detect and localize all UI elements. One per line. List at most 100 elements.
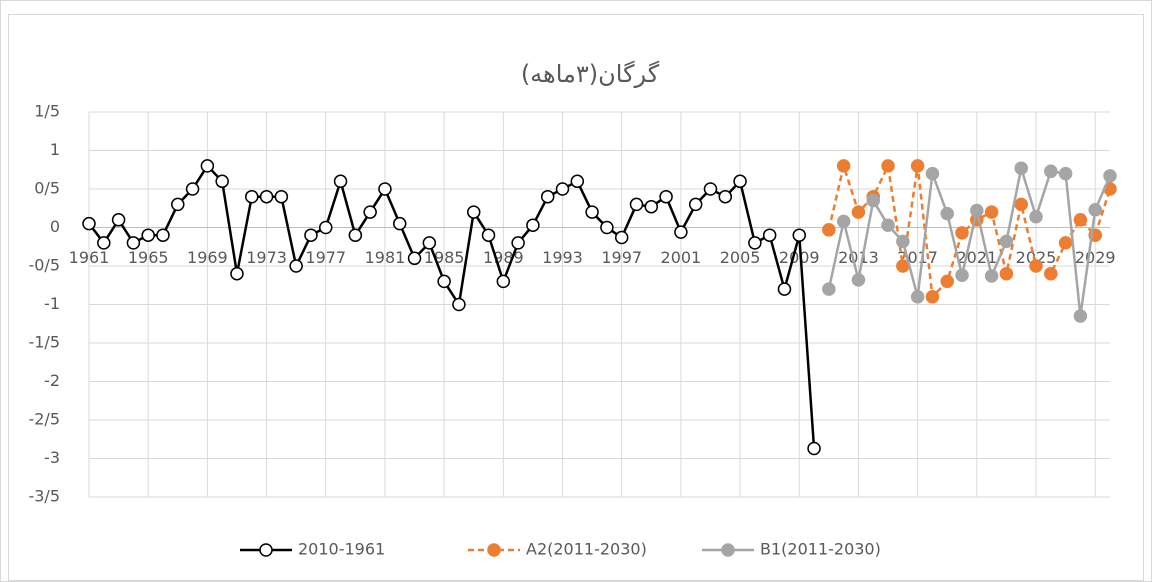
point [896, 234, 910, 249]
legend-marker [721, 543, 735, 557]
x-tick-label: 2009 [779, 248, 820, 267]
point [807, 441, 821, 456]
point [141, 228, 155, 242]
point [570, 174, 585, 189]
point [955, 226, 969, 240]
point [614, 230, 629, 245]
y-tick-label: -1/5 [28, 333, 60, 352]
point [984, 205, 999, 219]
x-tick-label: 2025 [1016, 248, 1057, 267]
point [822, 282, 836, 296]
point [1014, 197, 1028, 212]
x-tick-label: 1993 [542, 248, 583, 267]
point [955, 268, 969, 282]
y-tick-label: 1/5 [34, 102, 60, 121]
legend-marker [487, 543, 501, 557]
point [1088, 203, 1102, 217]
point [999, 266, 1014, 281]
point [1073, 213, 1088, 227]
point [585, 205, 599, 219]
point [526, 218, 540, 232]
y-tick-label: 0/5 [34, 179, 60, 198]
chart-title: گرگان(۳ماهه) [521, 60, 660, 88]
legend-marker [259, 543, 273, 557]
chart-border [8, 14, 1144, 581]
point [289, 259, 303, 273]
point [215, 174, 229, 189]
legend-label: B1(2011-2030) [760, 540, 881, 559]
legend-label: A2(2011-2030) [526, 540, 647, 559]
point [392, 216, 407, 231]
point [940, 206, 954, 221]
point [644, 199, 659, 214]
point [600, 220, 614, 235]
point [466, 205, 481, 219]
point [718, 189, 733, 204]
point [925, 290, 940, 304]
point [1014, 161, 1028, 175]
point [304, 228, 318, 242]
point [171, 197, 185, 212]
point [1058, 236, 1073, 250]
point [97, 236, 111, 250]
point [629, 197, 644, 212]
y-tick-label: -0/5 [28, 256, 60, 275]
point [245, 189, 259, 204]
point [422, 236, 437, 250]
x-tick-label: 2021 [956, 248, 997, 267]
point [348, 228, 363, 242]
point [156, 228, 170, 242]
x-tick-label: 1965 [128, 248, 169, 267]
legend-label: 2010-1961 [298, 540, 385, 559]
x-tick-label: 1977 [305, 248, 346, 267]
point [452, 297, 466, 312]
point [481, 228, 496, 242]
point [777, 282, 792, 296]
x-tick-label: 1981 [365, 248, 406, 267]
point [1103, 169, 1117, 183]
x-tick-label: 1973 [246, 248, 287, 267]
point [363, 205, 377, 219]
point [126, 236, 141, 250]
point [836, 214, 851, 229]
point [230, 266, 244, 281]
x-tick-label: 2029 [1075, 248, 1116, 267]
point [881, 218, 895, 232]
point [984, 269, 999, 283]
point [851, 205, 866, 219]
x-tick-label: 2005 [720, 248, 761, 267]
point [733, 174, 747, 189]
point [259, 189, 274, 204]
point [1058, 166, 1073, 181]
y-tick-label: -3/5 [28, 487, 60, 506]
y-tick-label: 1 [50, 140, 60, 159]
point [437, 274, 451, 289]
x-tick-label: 1989 [483, 248, 524, 267]
point [762, 228, 777, 242]
x-tick-label: 2001 [661, 248, 702, 267]
point [881, 159, 895, 173]
point [748, 236, 762, 250]
point [185, 182, 200, 196]
x-tick-label: 1985 [424, 248, 465, 267]
x-tick-label: 1997 [601, 248, 642, 267]
point [703, 182, 718, 196]
x-tick-label: 1969 [187, 248, 228, 267]
point [910, 290, 925, 304]
point [836, 159, 851, 173]
point [333, 174, 348, 189]
point [822, 223, 836, 237]
point [1044, 164, 1058, 179]
x-tick-label: 2013 [838, 248, 879, 267]
y-tick-label: 0 [50, 217, 60, 236]
point [274, 189, 289, 204]
point [688, 197, 703, 212]
point [1044, 266, 1058, 281]
point [200, 159, 215, 173]
point [1073, 309, 1088, 323]
point [496, 274, 511, 289]
point [851, 273, 866, 287]
point [540, 189, 555, 204]
